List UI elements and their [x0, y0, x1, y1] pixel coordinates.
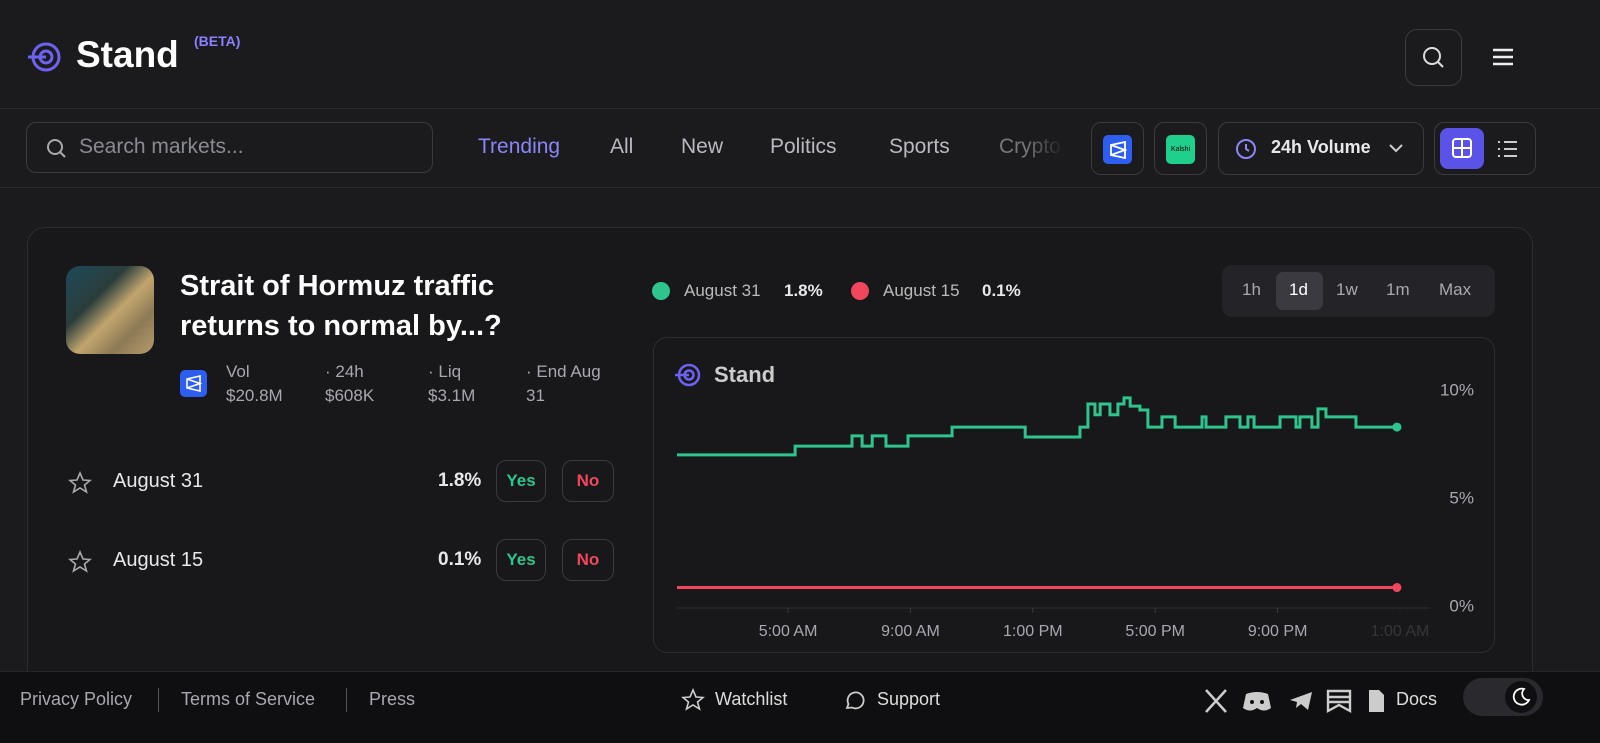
tab[interactable]: New	[681, 135, 724, 158]
menu-button[interactable]	[1492, 47, 1514, 67]
support-link[interactable]: Support	[877, 689, 941, 709]
stat: · Liq $3.1M	[428, 362, 476, 405]
outcome-price: 1.8%	[438, 470, 482, 491]
market-image	[66, 266, 154, 354]
legend-dot	[652, 282, 670, 300]
market-title[interactable]: Strait of Hormuz traffic returns to norm…	[180, 270, 502, 342]
watch-star[interactable]	[68, 471, 92, 495]
outcome-price: 0.1%	[438, 549, 482, 570]
tab[interactable]: All	[610, 135, 634, 158]
brand[interactable]: Stand	[76, 34, 179, 75]
end-dot	[1392, 422, 1402, 432]
chart: Stand 0% 5% 10% 5:00 AM 9:00 AM 1:00 PM 5:00 P…	[675, 362, 1474, 640]
search-input[interactable]: Search markets...	[26, 122, 433, 173]
x-tick-label: 5:00 PM	[1125, 623, 1185, 640]
footer-link[interactable]: Press	[369, 689, 416, 709]
source-icon	[180, 370, 207, 397]
legend-value: 0.1%	[982, 281, 1021, 300]
range-option[interactable]: 1h	[1242, 280, 1261, 299]
x-tick-label: 5:00 AM	[759, 623, 818, 640]
stat: · 24h $608K	[325, 362, 375, 405]
range-option[interactable]: 1m	[1386, 280, 1410, 299]
beta-badge: (BETA)	[194, 33, 241, 49]
divider	[0, 187, 1600, 188]
range-option[interactable]: 1w	[1336, 280, 1358, 299]
watchlist-icon	[681, 688, 705, 711]
stat: Vol $20.8M	[226, 362, 283, 405]
y-tick-label: 0%	[1449, 596, 1474, 615]
tab[interactable]: Politics	[770, 135, 837, 158]
view-toggle	[1434, 122, 1536, 175]
tab[interactable]: Crypto	[999, 135, 1061, 158]
legend-dot	[851, 282, 869, 300]
theme-toggle[interactable]	[1463, 678, 1543, 716]
legend-value: 1.8%	[784, 281, 823, 300]
footer-link[interactable]: Terms of Service	[181, 689, 316, 709]
range-option[interactable]: Max	[1439, 280, 1472, 299]
docs-link[interactable]: Docs	[1396, 689, 1438, 709]
kalshi-label: Kalshi	[1166, 135, 1195, 164]
yes-button[interactable]: Yes	[496, 460, 546, 502]
sort-dropdown[interactable]: 24h Volume	[1218, 122, 1424, 175]
support-icon	[845, 691, 865, 710]
grid-view[interactable]	[1440, 128, 1484, 169]
tab-active[interactable]: Trending	[478, 135, 561, 158]
search-button[interactable]	[1405, 29, 1462, 86]
social-icons[interactable]	[1204, 688, 1384, 714]
legend-label: August 31	[684, 281, 761, 300]
footer-link[interactable]: Privacy Policy	[20, 689, 133, 709]
y-tick-label: 5%	[1449, 488, 1474, 507]
chart-watermark: Stand	[714, 362, 775, 387]
range-active	[1276, 272, 1323, 310]
y-tick-label: 10%	[1440, 380, 1474, 399]
end-dot	[1392, 583, 1402, 593]
outcome-name[interactable]: August 31	[113, 470, 204, 492]
no-button[interactable]: No	[562, 539, 614, 581]
sort-label: 24h Volume	[1271, 137, 1371, 157]
chart-frame	[653, 337, 1495, 653]
x-tick-label: 9:00 PM	[1248, 623, 1308, 640]
list-view[interactable]	[1497, 139, 1519, 159]
no-button[interactable]: No	[562, 460, 614, 502]
outcome-name[interactable]: August 15	[113, 549, 204, 571]
separator	[158, 688, 159, 712]
logo	[28, 42, 61, 72]
separator	[346, 688, 347, 712]
kalshi-filter[interactable]: Kalshi	[1154, 122, 1207, 175]
x-tick-label: 1:00 PM	[1003, 623, 1063, 640]
search-placeholder: Search markets...	[79, 135, 244, 158]
range-selector	[1222, 265, 1495, 317]
watch-star[interactable]	[68, 550, 92, 574]
polymarket-filter[interactable]	[1091, 122, 1144, 175]
tab[interactable]: Sports	[889, 135, 950, 158]
range-option[interactable]: 1d	[1289, 280, 1308, 299]
x-tick-label: 9:00 AM	[881, 623, 940, 640]
yes-button[interactable]: Yes	[496, 539, 546, 581]
stat: · End Aug 31	[526, 362, 601, 405]
legend-label: August 15	[883, 281, 960, 300]
watchlist-link[interactable]: Watchlist	[715, 689, 788, 709]
x-tick-label: 1:00 AM	[1371, 623, 1430, 640]
divider	[0, 108, 1600, 109]
series-line	[677, 396, 1397, 457]
